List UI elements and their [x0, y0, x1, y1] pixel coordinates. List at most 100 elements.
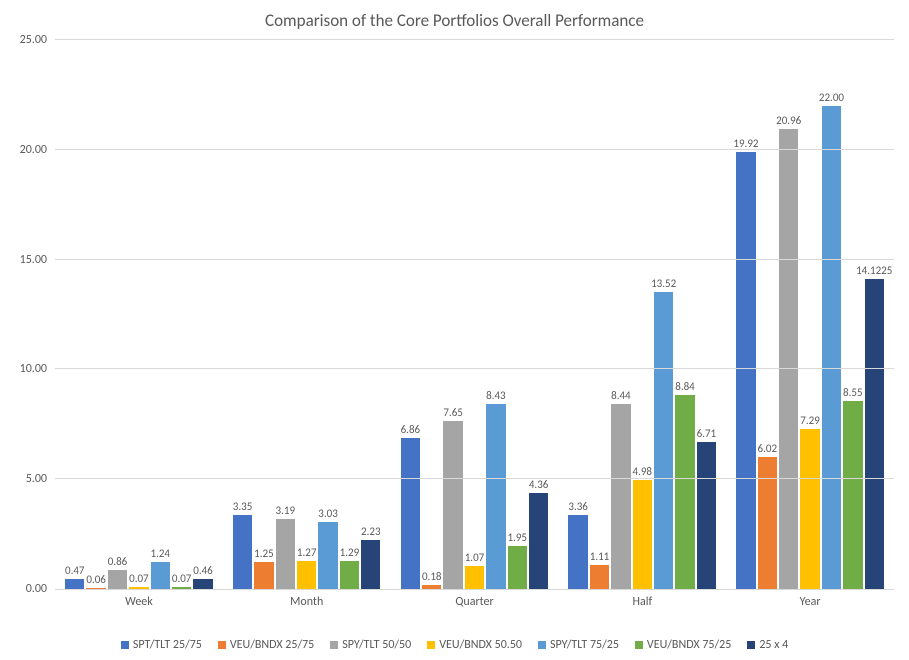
bar: [611, 404, 630, 589]
bar: [822, 106, 841, 589]
value-label: 6.86: [401, 423, 421, 438]
bar-wrap: 1.25: [254, 40, 273, 589]
bar-wrap: 3.19: [276, 40, 295, 589]
legend-label: SPY/TLT 50/50: [342, 638, 411, 652]
bar-wrap: 8.55: [843, 40, 862, 589]
bar-wrap: 3.35: [233, 40, 252, 589]
plot-area: 0.470.060.860.071.240.070.46Week 3.351.25…: [55, 40, 894, 590]
legend-item: SPY/TLT 75/25: [538, 638, 619, 652]
bar-wrap: 22.00: [822, 40, 841, 589]
bar: [108, 570, 127, 589]
bar: [276, 519, 295, 589]
bar: [675, 395, 694, 589]
bar-wrap: 0.07: [129, 40, 148, 589]
value-label: 3.03: [318, 507, 338, 522]
bar-group: 3.361.118.444.9813.528.846.71Half: [558, 40, 726, 589]
value-label: 8.44: [611, 389, 631, 404]
legend-label: VEU/BNDX 50.50: [439, 638, 522, 652]
chart-title: Comparison of the Core Portfolios Overal…: [0, 10, 909, 31]
category-label: Year: [726, 589, 894, 609]
gridline: 10.00: [55, 368, 894, 369]
bar-group: 6.860.187.651.078.431.954.36Quarter: [391, 40, 559, 589]
bar: [633, 480, 652, 589]
value-label: 0.46: [193, 564, 213, 579]
value-label: 1.95: [507, 531, 527, 546]
bar: [65, 579, 84, 589]
value-label: 1.24: [150, 547, 170, 562]
bar: [443, 421, 462, 589]
bar: [233, 515, 252, 589]
bar-wrap: 4.98: [633, 40, 652, 589]
y-tick-label: 15.00: [20, 253, 55, 267]
bars-row: 6.86 0.18 7.651.078.43 1.954.36: [401, 40, 549, 589]
bar: [590, 565, 609, 589]
bar-wrap: 1.11: [590, 40, 609, 589]
bar-wrap: 0.18: [422, 40, 441, 589]
bar: [779, 129, 798, 589]
gridline: 20.00: [55, 149, 894, 150]
bar: [697, 442, 716, 589]
gridline: 25.00: [55, 39, 894, 40]
y-tick-label: 20.00: [20, 143, 55, 157]
bar: [800, 429, 819, 589]
category-label: Quarter: [391, 589, 559, 609]
value-label: 1.11: [590, 550, 610, 565]
legend-item: VEU/BNDX 25/75: [218, 638, 314, 652]
bar-wrap: 13.52: [654, 40, 673, 589]
value-label: 3.19: [276, 504, 296, 519]
bar-group: 3.351.253.191.273.031.292.23Month: [223, 40, 391, 589]
bar-wrap: 0.07: [172, 40, 191, 589]
bar-wrap: 0.47: [65, 40, 84, 589]
value-label: 0.18: [422, 570, 442, 585]
bar-wrap: 6.86: [401, 40, 420, 589]
bar-wrap: 4.36: [529, 40, 548, 589]
value-label: 6.71: [697, 427, 717, 442]
legend-item: VEU/BNDX 75/25: [635, 638, 731, 652]
chart-container: Comparison of the Core Portfolios Overal…: [0, 0, 909, 660]
legend: SPT/TLT 25/75VEU/BNDX 25/75SPY/TLT 50/50…: [0, 638, 909, 652]
bar-wrap: 8.44: [611, 40, 630, 589]
value-label: 8.84: [675, 380, 695, 395]
bar: [568, 515, 587, 589]
bars-row: 3.351.253.191.273.031.292.23: [233, 40, 381, 589]
y-tick-label: 5.00: [26, 472, 55, 486]
legend-label: 25 x 4: [759, 638, 788, 652]
bar-wrap: 1.27: [297, 40, 316, 589]
bar-group: 0.470.060.860.071.240.070.46Week: [55, 40, 223, 589]
bars-row: 19.926.0220.967.2922.008.5514.1225: [736, 40, 884, 589]
bar: [486, 404, 505, 589]
legend-label: SPY/TLT 75/25: [550, 638, 619, 652]
bar: [151, 562, 170, 589]
bar: [318, 522, 337, 589]
bar: [465, 566, 484, 589]
value-label: 2.23: [361, 525, 381, 540]
bar-wrap: 8.43: [486, 40, 505, 589]
gridline: 15.00: [55, 259, 894, 260]
value-label: 8.43: [486, 389, 506, 404]
bar-wrap: 7.29: [800, 40, 819, 589]
value-label: 0.86: [108, 555, 128, 570]
y-tick-label: 25.00: [20, 33, 55, 47]
value-label: 7.65: [443, 406, 463, 421]
legend-item: 25 x 4: [747, 638, 788, 652]
bar-wrap: 6.02: [758, 40, 777, 589]
value-label: 13.52: [651, 277, 676, 292]
y-tick-label: 0.00: [26, 582, 55, 596]
bar-wrap: 0.06: [86, 40, 105, 589]
bar-groups: 0.470.060.860.071.240.070.46Week 3.351.25…: [55, 40, 894, 589]
bar: [401, 438, 420, 589]
bar: [529, 493, 548, 589]
bar: [361, 540, 380, 589]
bar-wrap: 1.07: [465, 40, 484, 589]
value-label: 3.36: [568, 500, 588, 515]
y-tick-label: 10.00: [20, 362, 55, 376]
bar-wrap: 1.24: [151, 40, 170, 589]
bar-wrap: 1.95: [508, 40, 527, 589]
value-label: 1.25: [254, 547, 274, 562]
bar: [508, 546, 527, 589]
legend-item: SPY/TLT 50/50: [330, 638, 411, 652]
value-label: 7.29: [800, 414, 820, 429]
bar: [193, 579, 212, 589]
category-label: Month: [223, 589, 391, 609]
value-label: 0.07: [172, 572, 192, 587]
